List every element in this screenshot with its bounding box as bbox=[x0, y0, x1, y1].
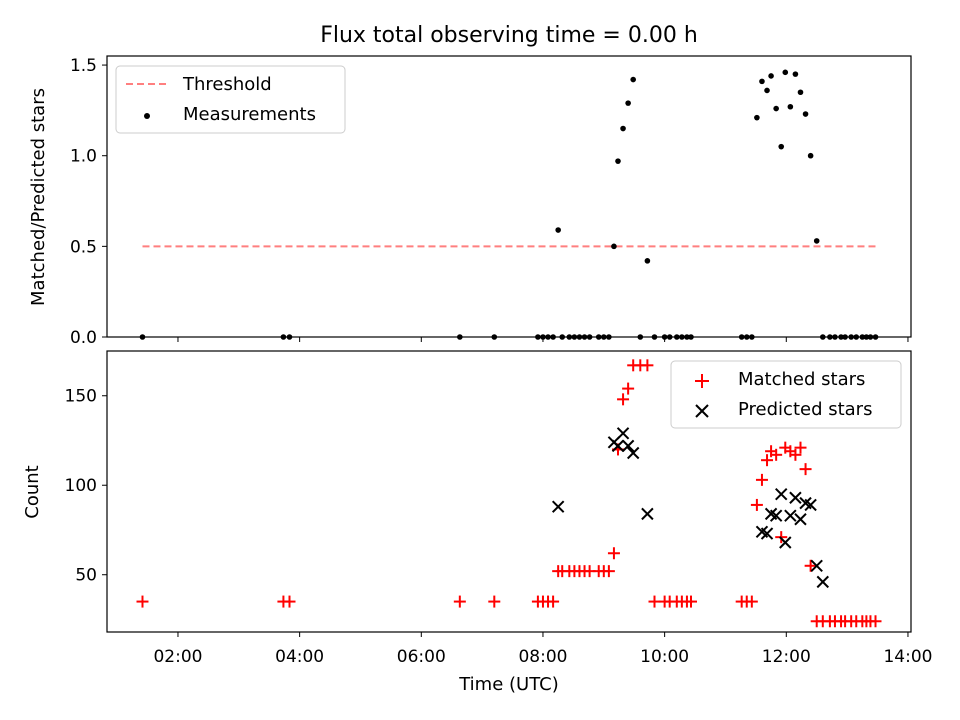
matched-star-point bbox=[745, 595, 758, 608]
matched-star-point bbox=[617, 393, 630, 406]
legend-box bbox=[670, 360, 902, 429]
measurement-point bbox=[813, 238, 820, 244]
predicted-star-point bbox=[816, 575, 830, 589]
matched-stars-points bbox=[136, 359, 882, 628]
predicted-stars-points bbox=[551, 427, 830, 589]
predicted-star-point bbox=[775, 487, 788, 501]
count-plot-x-axis-label: Time (UTC) bbox=[458, 674, 559, 695]
count-plot-y-axis-label: Count bbox=[22, 465, 43, 518]
measurement-point bbox=[782, 69, 789, 76]
predicted-star-point bbox=[760, 527, 774, 540]
matched-star-point bbox=[547, 595, 560, 608]
ratio-plot-y-tick-label: 0.5 bbox=[70, 237, 97, 257]
matched-star-point bbox=[794, 441, 807, 454]
matched-star-point bbox=[755, 473, 768, 486]
measurement-point bbox=[792, 71, 799, 77]
measurement-point bbox=[625, 100, 631, 106]
predicted-star-point bbox=[769, 509, 783, 522]
measurement-point bbox=[778, 143, 785, 150]
measurement-point bbox=[555, 227, 561, 233]
predicted-star-point bbox=[804, 498, 817, 512]
matched-star-point bbox=[684, 595, 697, 608]
matched-star-point bbox=[602, 565, 615, 578]
measurement-point bbox=[802, 111, 809, 117]
measurement-point bbox=[797, 89, 804, 96]
measurement-point bbox=[773, 105, 779, 112]
legend-matched-swatch bbox=[695, 374, 709, 388]
measurement-point bbox=[630, 76, 636, 83]
matched-star-point bbox=[770, 448, 783, 461]
matched-star-point bbox=[761, 454, 774, 467]
count-plot-ticks: 02:00 04:00 06:00 08:00 10:00 12:00 14:00 50 100… bbox=[65, 387, 933, 667]
matched-star-point bbox=[648, 595, 661, 608]
count-plot: Time (UTC) Count 02:00 04:00 06:00 08:00 10:… bbox=[22, 350, 933, 695]
measurement-point bbox=[764, 87, 770, 94]
matched-star-point bbox=[641, 359, 654, 372]
x-tick-label: 02:00 bbox=[153, 647, 202, 667]
legend-predicted-swatch bbox=[695, 404, 709, 418]
legend-matched-label: Matched stars bbox=[738, 369, 865, 390]
measurement-point bbox=[615, 158, 621, 164]
count-plot-frame bbox=[106, 350, 912, 633]
legend-measurements-swatch bbox=[144, 113, 150, 119]
matched-star-point bbox=[869, 615, 882, 628]
matched-star-point bbox=[804, 559, 817, 572]
predicted-star-point bbox=[779, 536, 792, 549]
measurement-point bbox=[754, 114, 760, 121]
ratio-plot: Flux total observing time = 0.00 h Match… bbox=[28, 23, 912, 348]
x-tick-label: 08:00 bbox=[518, 647, 567, 667]
matched-star-point bbox=[136, 595, 149, 608]
matched-star-point bbox=[622, 382, 635, 395]
predicted-star-point bbox=[626, 446, 640, 460]
legend-predicted-label: Predicted stars bbox=[738, 399, 872, 420]
x-tick-label: 14:00 bbox=[883, 647, 932, 667]
predicted-star-point bbox=[611, 439, 625, 453]
legend-measurements-label: Measurements bbox=[183, 104, 316, 125]
measurement-point bbox=[768, 73, 774, 79]
legend-threshold-label: Threshold bbox=[182, 74, 272, 95]
measurement-point bbox=[620, 125, 626, 132]
ratio-plot-y-tick-label: 1.0 bbox=[70, 147, 97, 167]
ratio-plot-y-tick-label: 1.5 bbox=[70, 56, 97, 76]
matched-star-point bbox=[283, 595, 296, 608]
matched-star-point bbox=[789, 448, 802, 461]
x-tick-label: 06:00 bbox=[397, 647, 446, 667]
matched-star-point bbox=[799, 463, 812, 476]
matched-star-point bbox=[453, 595, 466, 608]
matched-star-point bbox=[607, 547, 620, 560]
count-plot-y-tick-label: 50 bbox=[75, 566, 97, 586]
count-plot-y-tick-label: 150 bbox=[65, 387, 97, 407]
measurement-point bbox=[787, 103, 794, 110]
count-plot-legend: Matched stars Predicted stars bbox=[670, 360, 902, 429]
ratio-plot-y-axis-label: Matched/Predicted stars bbox=[28, 88, 49, 306]
chart-title: Flux total observing time = 0.00 h bbox=[320, 23, 698, 48]
predicted-star-point bbox=[784, 509, 797, 522]
predicted-star-point bbox=[641, 507, 654, 521]
predicted-star-point bbox=[794, 513, 807, 526]
x-tick-label: 12:00 bbox=[762, 647, 811, 667]
measurement-point bbox=[807, 152, 814, 159]
ratio-plot-legend: Threshold Measurements bbox=[115, 65, 346, 134]
measurement-point bbox=[644, 258, 651, 264]
predicted-star-point bbox=[616, 427, 630, 440]
measurement-point bbox=[759, 78, 765, 85]
predicted-star-point bbox=[810, 559, 823, 572]
matched-star-point bbox=[488, 595, 501, 608]
predicted-star-point bbox=[551, 500, 565, 513]
legend-box bbox=[115, 65, 346, 134]
ratio-plot-frame bbox=[106, 55, 912, 338]
predicted-star-point bbox=[621, 439, 635, 453]
x-tick-label: 04:00 bbox=[275, 647, 324, 667]
x-tick-label: 10:00 bbox=[640, 647, 689, 667]
matched-star-point bbox=[750, 498, 763, 511]
measurement-point bbox=[611, 243, 617, 250]
count-plot-y-tick-label: 100 bbox=[65, 476, 97, 496]
ratio-plot-y-tick-label: 0.0 bbox=[70, 328, 97, 348]
ratio-plot-ticks: 0.0 0.5 1.0 1.5 bbox=[70, 56, 909, 348]
predicted-star-point bbox=[789, 491, 802, 504]
